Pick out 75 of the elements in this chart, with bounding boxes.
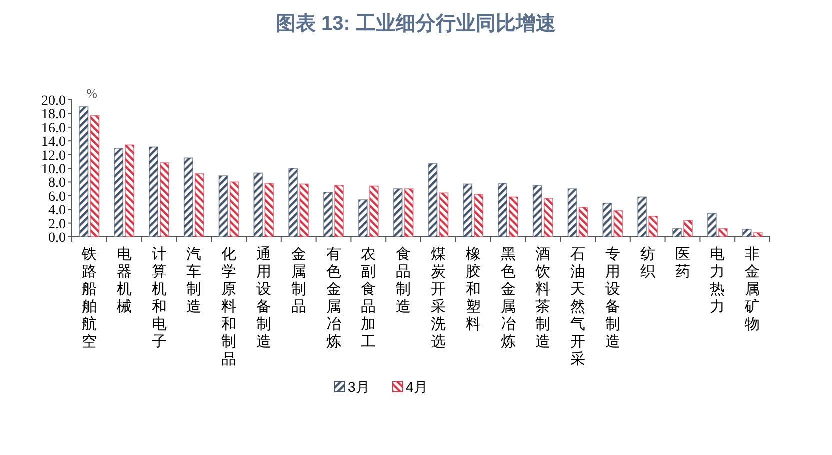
x-tick-label: 非金属矿物: [744, 246, 760, 333]
bar: [428, 163, 438, 238]
y-tick-label: 20.0: [42, 94, 66, 109]
bar: [393, 188, 403, 238]
y-tick-label: 4.0: [48, 204, 66, 219]
x-tick-label: 电器机械: [116, 246, 132, 316]
bar: [404, 188, 414, 238]
bar: [614, 210, 624, 238]
legend-label: 4月: [406, 379, 428, 395]
bar: [184, 158, 194, 238]
bar: [742, 228, 752, 238]
bar: [509, 196, 518, 238]
bar: [218, 176, 228, 238]
bar: [90, 115, 100, 238]
bar: [544, 198, 554, 238]
bar: [194, 173, 204, 238]
x-tick-label: 煤炭开采洗选: [430, 246, 446, 350]
x-tick-label: 汽车制造: [186, 246, 202, 316]
bar: [114, 148, 124, 238]
y-axis-title: %: [86, 86, 98, 101]
y-tick-label: 0.0: [48, 231, 66, 246]
x-tick-label: 橡胶和塑料: [466, 246, 481, 333]
bar: [254, 172, 264, 238]
bar: [358, 200, 368, 238]
bar: [300, 184, 310, 238]
bar: [230, 182, 240, 238]
bar: [684, 220, 693, 238]
bar: [718, 228, 728, 238]
bar: [334, 185, 344, 238]
x-tick-label: 计算机和电子: [152, 246, 167, 350]
x-tick-label: 酒饮料茶制造: [534, 246, 551, 350]
x-tick-label: 铁路船舶航空: [80, 246, 97, 350]
bar: [463, 184, 473, 238]
y-tick-label: 12.0: [42, 148, 66, 164]
x-tick-label: 医药: [675, 247, 690, 280]
x-tick-label: 金属制品: [291, 246, 306, 316]
bar: [369, 186, 379, 238]
bar: [160, 162, 170, 238]
bar: [288, 168, 298, 238]
bar: [125, 144, 135, 238]
y-tick-label: 6.0: [48, 190, 66, 205]
x-tick-label: 专用设备制造: [605, 246, 620, 350]
x-tick-label: 电力热力: [710, 246, 726, 316]
x-tick-label: 农副食品加工: [361, 247, 376, 350]
x-tick-label: 通用设备制造: [256, 246, 272, 350]
bar: [498, 183, 508, 238]
x-tick-label: 化学原料和制品: [222, 246, 237, 368]
x-tick-label: 石油天然气开采: [570, 247, 586, 368]
chart-title: 图表 13: 工业细分行业同比增速: [276, 13, 556, 35]
bar: [79, 106, 89, 238]
y-tick-label: 10.0: [42, 162, 66, 178]
bar: [568, 188, 578, 238]
bar: [753, 232, 763, 238]
y-tick-label: 2.0: [48, 217, 66, 232]
bar: [474, 194, 484, 238]
y-tick-label: 16.0: [42, 121, 66, 136]
bar: [578, 207, 588, 238]
legend-label: 3月: [348, 379, 370, 395]
bar: [707, 213, 717, 238]
x-tick-label: 有色金属冶炼: [326, 246, 342, 350]
bar: [324, 192, 333, 238]
y-tick-label: 18.0: [42, 108, 66, 123]
bar: [602, 202, 612, 238]
bar: [532, 185, 542, 238]
y-tick-label: 8.0: [48, 176, 66, 192]
bar: [439, 192, 449, 238]
bar: [149, 146, 158, 238]
bar: [648, 216, 658, 238]
bar: [672, 228, 682, 238]
bar: [264, 183, 274, 238]
x-tick-label: 纺织: [640, 246, 656, 280]
bar: [638, 196, 648, 238]
x-tick-label: 黑色金属冶炼: [500, 247, 516, 350]
y-tick-label: 14.0: [42, 135, 66, 150]
x-tick-label: 食品制造: [396, 246, 412, 316]
